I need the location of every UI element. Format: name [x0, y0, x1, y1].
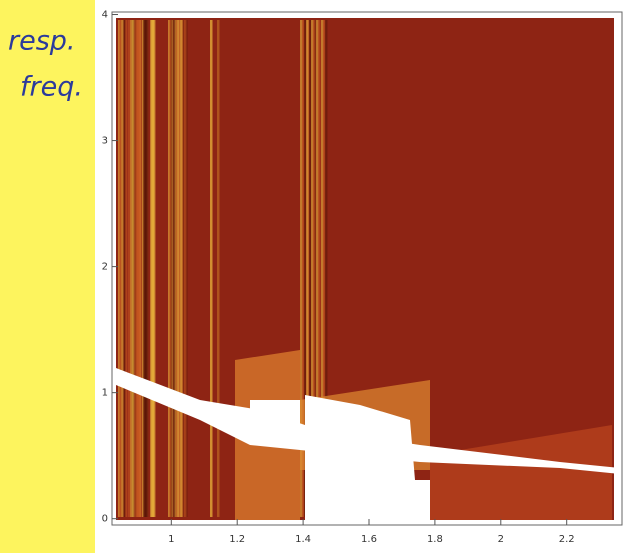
density-streak: [323, 20, 326, 517]
density-streak: [169, 20, 172, 517]
density-streak: [119, 20, 122, 517]
y-tick-label: 0: [102, 514, 108, 525]
plot-area: 1 1.2 1.4 1.6 1.8 2 2.2 0 1 2 3 4: [102, 10, 623, 545]
density-streak: [143, 20, 146, 517]
density-streak: [150, 20, 153, 517]
density-patch: [430, 425, 612, 520]
x-tick-label: 1: [168, 534, 174, 545]
x-tick-label: 1.8: [427, 534, 443, 545]
density-streak: [128, 20, 131, 517]
annotation: freq.: [20, 72, 83, 103]
y-tick-label: 3: [102, 136, 108, 147]
density-streak: [300, 20, 303, 517]
density-streak: [311, 20, 314, 517]
density-streak: [313, 20, 316, 517]
density-streak: [318, 20, 321, 517]
density-streak: [123, 20, 126, 517]
density-streak: [121, 20, 124, 517]
density-streak: [184, 20, 187, 517]
x-tick-label: 1.4: [295, 534, 311, 545]
y-tick-label: 4: [102, 10, 108, 21]
y-tick-label: 1: [102, 388, 108, 399]
density-streak: [132, 20, 135, 517]
density-streak: [173, 20, 176, 517]
annotation: resp.: [8, 26, 76, 57]
plot-frame: [111, 11, 623, 526]
density-streak: [125, 20, 128, 517]
density-ridge: [305, 395, 430, 520]
density-streak: [306, 20, 309, 517]
x-tick-label: 1.2: [229, 534, 245, 545]
x-tick-label: 2: [498, 534, 504, 545]
density-streak: [309, 20, 312, 517]
x-tick-label: 2.2: [559, 534, 575, 545]
density-streak: [321, 20, 324, 517]
density-streak: [325, 20, 328, 517]
density-streak: [177, 20, 180, 517]
density-streak: [302, 20, 305, 517]
density-streak: [135, 20, 138, 517]
x-tick-label: 1.6: [361, 534, 377, 545]
density-streak: [210, 20, 213, 517]
density-streak: [316, 20, 319, 517]
density-ridge: [250, 400, 300, 440]
density-streak: [304, 20, 307, 517]
density-streak: [130, 20, 133, 517]
y-tick-label: 2: [102, 262, 108, 273]
density-streak: [217, 20, 220, 517]
density-streak: [180, 20, 183, 517]
